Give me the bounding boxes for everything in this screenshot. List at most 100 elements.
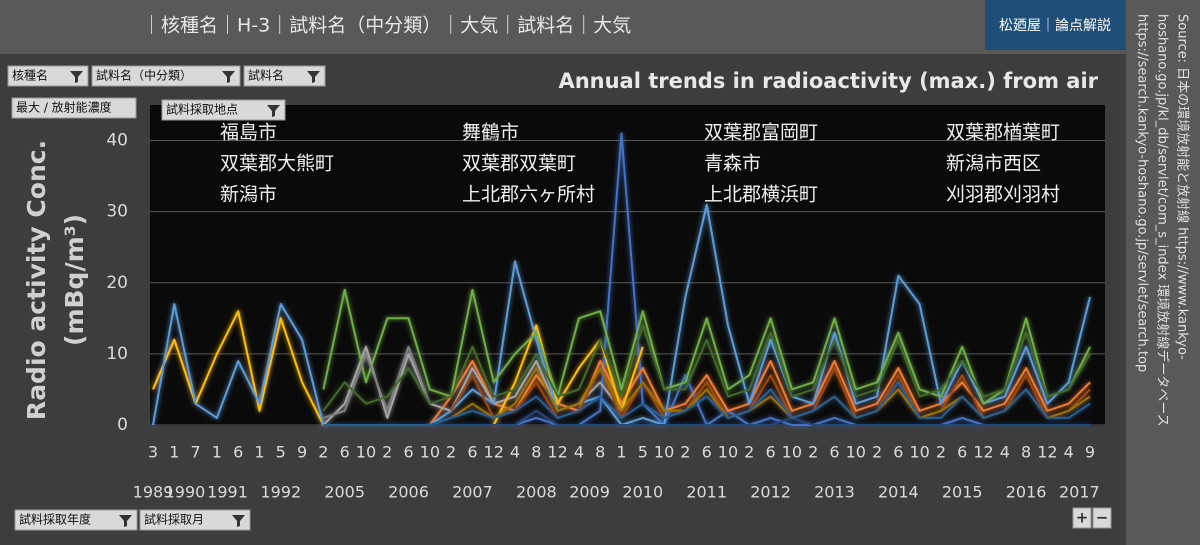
legend-label: 青森市 <box>704 153 761 175</box>
funnel-icon[interactable] <box>267 105 280 117</box>
button-label[interactable]: 試料名（中分類） <box>96 68 192 83</box>
x-month-label: 9 <box>1085 443 1095 462</box>
x-month-label: 6 <box>233 443 243 462</box>
legend-label: 双葉郡富岡町 <box>704 122 818 144</box>
x-month-label: 6 <box>893 443 903 462</box>
x-month-label: 6 <box>403 443 413 462</box>
legend-label: 新潟市 <box>220 184 277 206</box>
x-month-label: 4 <box>1064 443 1074 462</box>
x-year-label: 2015 <box>942 483 983 502</box>
x-year-label: 2008 <box>516 483 557 502</box>
source-line: https://search.kankyo-hoshano.go.jp/serv… <box>1135 14 1150 372</box>
funnel-icon[interactable] <box>307 71 320 83</box>
series-line <box>323 381 1091 426</box>
x-month-label: 10 <box>356 443 376 462</box>
x-month-label: 9 <box>297 443 307 462</box>
series-line <box>323 345 431 419</box>
x-year-label: 1991 <box>207 483 248 502</box>
y-tick-label: 20 <box>106 273 128 293</box>
button-face[interactable] <box>14 509 138 531</box>
button-label[interactable]: 試料採取月 <box>144 512 204 527</box>
x-year-label: 2013 <box>814 483 855 502</box>
x-month-label: 3 <box>148 443 158 462</box>
button-face[interactable] <box>139 509 251 531</box>
button-label[interactable]: 試料名 <box>248 68 284 83</box>
button-label[interactable]: 核種名 <box>12 68 48 83</box>
x-month-label: 6 <box>765 443 775 462</box>
funnel-icon[interactable] <box>232 515 245 527</box>
x-month-label: 8 <box>595 443 605 462</box>
x-year-label: 2005 <box>324 483 365 502</box>
x-year-label: 2017 <box>1059 483 1100 502</box>
filter-button[interactable]: 核種名 <box>7 65 89 87</box>
button-face[interactable] <box>7 65 89 87</box>
button-label[interactable]: 試料採取年度 <box>19 512 91 527</box>
x-month-label: 12 <box>1037 443 1057 462</box>
x-month-label: 2 <box>382 443 392 462</box>
x-year-label: 2007 <box>452 483 493 502</box>
zoom-label[interactable]: − <box>1096 509 1109 527</box>
x-month-label: 12 <box>973 443 993 462</box>
x-month-label: 6 <box>702 443 712 462</box>
filter-button[interactable]: 試料採取月 <box>139 509 251 531</box>
zoom-label[interactable]: + <box>1076 509 1089 527</box>
filter-button[interactable]: 試料名 <box>243 65 326 87</box>
x-year-label: 2014 <box>878 483 919 502</box>
x-month-label: 6 <box>829 443 839 462</box>
funnel-icon[interactable] <box>70 71 83 83</box>
x-month-label: 6 <box>340 443 350 462</box>
button-face[interactable] <box>243 65 326 87</box>
x-month-label: 8 <box>531 443 541 462</box>
y-tick-label: 30 <box>106 202 128 222</box>
badge[interactable] <box>985 0 1126 50</box>
legend-label: 刈羽郡刈羽村 <box>946 184 1060 206</box>
badge-label[interactable]: 松廼屋｜論点解説 <box>999 18 1111 34</box>
x-year-label: 1990 <box>165 483 206 502</box>
x-year-label: 2011 <box>686 483 727 502</box>
x-month-label: 2 <box>808 443 818 462</box>
header-title: ｜核種名｜H-3｜試料名（中分類）｜大気｜試料名｜大気 <box>142 15 631 37</box>
zoom-button[interactable] <box>1092 507 1112 529</box>
button-face[interactable] <box>91 65 241 87</box>
zoom-button[interactable] <box>1072 507 1092 529</box>
x-month-label: 6 <box>467 443 477 462</box>
y-axis-label: Radio activity Conc. (mBq/m³) <box>22 140 89 420</box>
y-tick-label: 0 <box>117 415 128 435</box>
x-month-label: 1 <box>254 443 264 462</box>
filter-button[interactable]: 試料採取年度 <box>14 509 138 531</box>
source-note: Source: 日本の環境放射能と放射線 https://www.kankyo-… <box>1135 14 1191 427</box>
x-axis: 3 1 7 1 6 1 5 9 2 6 10 2 6 10 2 6 12 4 8 12 4 8 1 5 10 2 6 10 2 6 10 2 6… <box>133 443 1100 502</box>
x-month-label: 4 <box>574 443 584 462</box>
button-label[interactable]: 試料採取地点 <box>166 102 238 117</box>
button-face[interactable] <box>11 97 137 119</box>
chart-title: Annual trends in radioactivity (max.) fr… <box>558 69 1098 93</box>
y-label-line: Radio activity Conc. <box>22 140 51 420</box>
series-lines <box>152 132 1091 426</box>
button-label[interactable]: 最大 / 放射能濃度 <box>16 100 112 115</box>
x-year-label: 2009 <box>569 483 610 502</box>
funnel-icon[interactable] <box>119 515 132 527</box>
button-face[interactable] <box>161 99 286 121</box>
x-month-label: 10 <box>846 443 866 462</box>
funnel-icon[interactable] <box>222 71 235 83</box>
legend-label: 上北郡横浜町 <box>704 184 818 206</box>
legend-label: 上北郡六ヶ所村 <box>462 184 595 206</box>
x-month-label: 5 <box>276 443 286 462</box>
y-label-line: (mBq/m³) <box>60 214 89 346</box>
x-month-label: 10 <box>782 443 802 462</box>
filter-button[interactable]: 最大 / 放射能濃度 <box>11 97 137 119</box>
x-month-label: 12 <box>547 443 567 462</box>
x-month-label: 2 <box>680 443 690 462</box>
legend-label: 新潟市西区 <box>946 153 1041 175</box>
x-month-label: 7 <box>190 443 200 462</box>
filter-button[interactable]: 試料名（中分類） <box>91 65 241 87</box>
filter-button[interactable]: 試料採取地点 <box>161 99 286 121</box>
x-month-label: 10 <box>718 443 738 462</box>
x-month-label: 10 <box>909 443 929 462</box>
x-month-label: 10 <box>654 443 674 462</box>
x-year-label: 2012 <box>750 483 791 502</box>
x-year-label: 2010 <box>622 483 663 502</box>
x-month-label: 2 <box>872 443 882 462</box>
legend-label: 双葉郡大熊町 <box>220 153 334 175</box>
